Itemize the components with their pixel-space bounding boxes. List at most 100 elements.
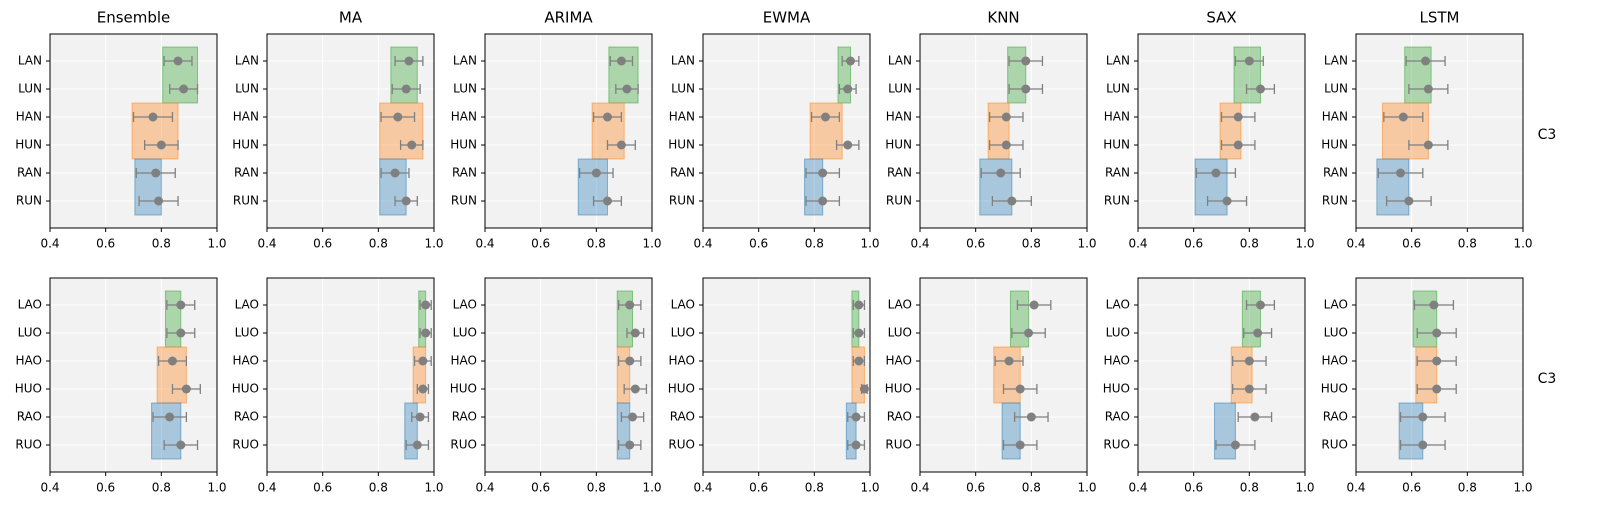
data-point	[996, 168, 1006, 178]
data-point	[818, 196, 828, 206]
plot-background	[50, 278, 217, 472]
y-tick-label: RUO	[15, 438, 42, 452]
x-tick-label: 0.6	[1184, 237, 1203, 251]
x-tick-label: 0.8	[1022, 237, 1041, 251]
x-tick-label: 0.4	[40, 237, 59, 251]
y-tick-label: RUO	[1103, 438, 1130, 452]
data-point	[854, 328, 864, 338]
data-point	[1404, 196, 1414, 206]
y-tick-label: LAO	[453, 298, 477, 312]
axes-frame	[49, 277, 218, 473]
data-point	[176, 300, 186, 310]
y-tick-label: HAN	[451, 110, 477, 124]
x-tick-label: 0.4	[40, 481, 59, 495]
bar	[851, 290, 860, 348]
x-tick-label: 0.6	[1402, 237, 1421, 251]
x-tick-label: 0.4	[910, 237, 929, 251]
x-tick-label: 0.4	[1346, 481, 1365, 495]
x-tick-label: 0.8	[805, 481, 824, 495]
data-point	[154, 196, 164, 206]
data-point	[602, 196, 612, 206]
data-point	[1015, 440, 1025, 450]
y-tick-label: RUN	[1104, 194, 1130, 208]
data-point	[1253, 328, 1263, 338]
y-tick-label: HAN	[886, 110, 912, 124]
y-tick-label: HUN	[232, 138, 259, 152]
y-tick-label: RAN	[670, 166, 695, 180]
y-tick-label: HAO	[669, 354, 695, 368]
y-tick-label: HUO	[668, 382, 695, 396]
data-point	[167, 356, 177, 366]
x-tick-label: 1.0	[1513, 481, 1532, 495]
data-point	[1421, 56, 1431, 66]
panel: 0.4 0.6 0.8 1.0 LAN LUN HAN HUN RAN RUN	[1321, 33, 1533, 251]
y-tick-label: RUN	[233, 194, 259, 208]
y-tick-label: HUN	[668, 138, 695, 152]
panel-title: ARIMA	[544, 9, 593, 27]
x-tick-label: 1.0	[1077, 481, 1096, 495]
bar	[616, 346, 631, 404]
data-point	[415, 412, 425, 422]
bar	[1214, 402, 1236, 460]
y-tick-label: RUO	[885, 438, 912, 452]
data-point	[1396, 168, 1406, 178]
bar	[804, 158, 824, 216]
data-point	[418, 384, 428, 394]
plot-background	[485, 278, 652, 472]
y-tick-label: RUN	[451, 194, 477, 208]
bar	[837, 46, 852, 104]
axes-frame	[49, 33, 218, 229]
data-point	[179, 84, 189, 94]
x-tick-label: 0.8	[1240, 481, 1259, 495]
panel: 0.4 0.6 0.8 1.0 LAN LUN HAN HUN RAN RUN	[668, 33, 880, 251]
y-tick-label: HUO	[450, 382, 477, 396]
data-point	[156, 140, 166, 150]
y-tick-label: HAN	[16, 110, 42, 124]
y-tick-label: LAO	[1106, 298, 1130, 312]
y-tick-label: HUO	[1321, 382, 1348, 396]
plot-background	[50, 34, 217, 228]
panel-title: KNN	[987, 9, 1019, 27]
axes-frame	[266, 277, 435, 473]
data-point	[625, 356, 635, 366]
x-tick-label: 1.0	[642, 237, 661, 251]
data-point	[1015, 384, 1025, 394]
data-point	[630, 384, 640, 394]
row-label: C3	[1538, 127, 1557, 143]
bar	[162, 46, 199, 104]
y-tick-label: RAN	[1105, 166, 1130, 180]
bar	[987, 102, 1010, 160]
plot-background	[703, 278, 870, 472]
x-tick-label: 0.6	[966, 481, 985, 495]
y-tick-label: LAN	[18, 54, 42, 68]
data-point	[1004, 356, 1014, 366]
data-point	[1244, 356, 1254, 366]
x-tick-label: 1.0	[860, 481, 879, 495]
y-tick-label: LUO	[671, 326, 695, 340]
bar	[1001, 402, 1021, 460]
data-point	[630, 328, 640, 338]
bar	[1376, 158, 1410, 216]
y-tick-label: RAO	[17, 410, 42, 424]
bar	[1412, 290, 1438, 348]
data-point	[401, 196, 411, 206]
bar	[577, 158, 608, 216]
x-tick-label: 0.8	[587, 237, 606, 251]
y-tick-label: LAN	[888, 54, 912, 68]
data-point	[818, 168, 828, 178]
bar	[1404, 46, 1432, 104]
y-tick-label: HUO	[15, 382, 42, 396]
y-tick-label: RUO	[668, 438, 695, 452]
plot-background	[920, 34, 1087, 228]
data-point	[843, 140, 853, 150]
row-label: C3	[1538, 371, 1557, 387]
axes-frame	[1355, 277, 1524, 473]
data-point	[148, 112, 158, 122]
bar	[608, 46, 639, 104]
x-tick-label: 0.8	[1022, 481, 1041, 495]
x-tick-label: 0.6	[96, 237, 115, 251]
y-tick-label: RAO	[887, 410, 912, 424]
x-tick-label: 0.8	[369, 237, 388, 251]
panel-title: EWMA	[763, 9, 811, 27]
x-tick-label: 0.8	[152, 237, 171, 251]
